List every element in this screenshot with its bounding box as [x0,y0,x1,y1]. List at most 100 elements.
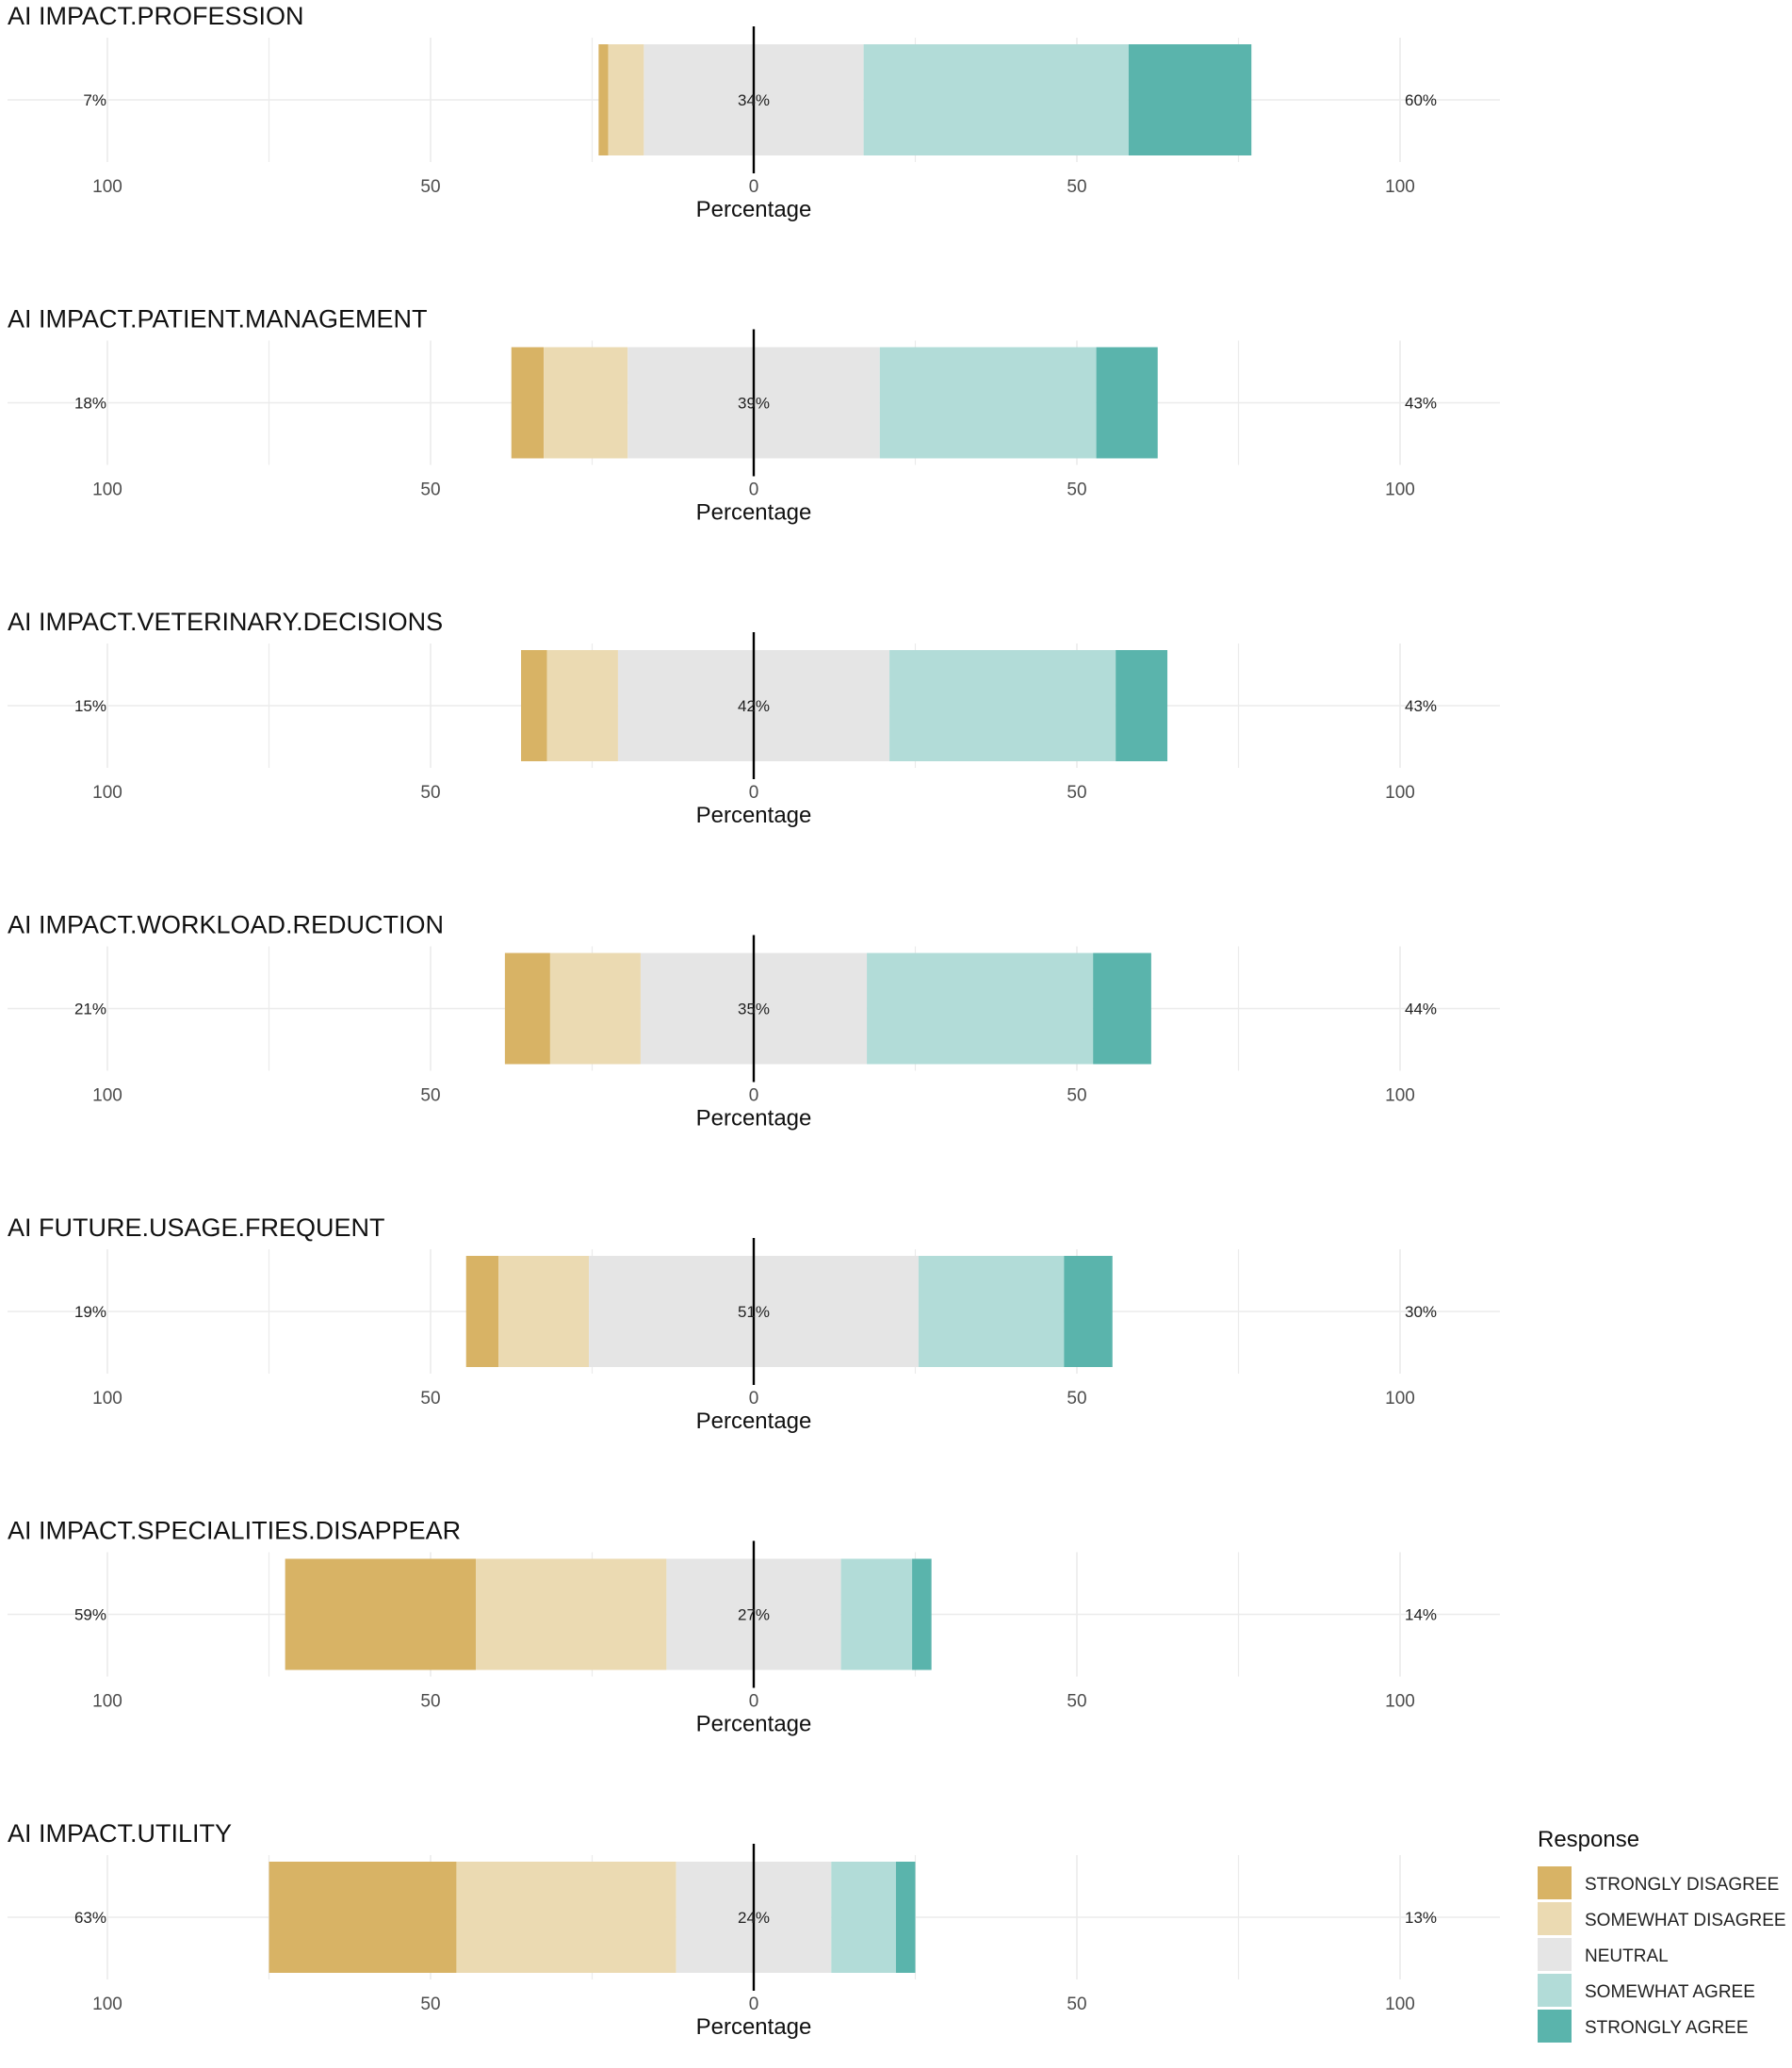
bar-strongly-disagree [285,1558,477,1670]
legend-label-somewhat-agree: SOMEWHAT AGREE [1585,1982,1755,2002]
bar-strongly-agree [1096,347,1158,459]
axis-tick-label: 50 [420,177,440,197]
x-axis-title: Percentage [696,1106,812,1132]
x-axis-title: Percentage [696,803,812,828]
left-percent-label: 59% [74,1606,106,1624]
bar-somewhat-agree [918,1256,1065,1367]
bar-somewhat-disagree [549,953,641,1065]
axis-tick-label: 0 [749,1389,759,1409]
bar-somewhat-disagree [498,1256,590,1367]
right-percent-label: 13% [1405,1909,1437,1927]
axis-tick-label: 100 [1385,177,1415,197]
legend-swatch-strongly-agree [1538,2010,1572,2043]
bar-somewhat-disagree [544,347,628,459]
center-percent-label: 39% [738,395,770,413]
center-percent-label: 35% [738,1001,770,1018]
bar-somewhat-agree [840,1558,913,1670]
axis-tick-label: 50 [420,1086,440,1106]
bar-somewhat-agree [863,44,1129,155]
right-percent-label: 30% [1405,1303,1437,1321]
bar-somewhat-agree [879,347,1097,459]
bar-strongly-agree [912,1558,932,1670]
bar-strongly-disagree [598,44,609,155]
right-percent-label: 60% [1405,91,1437,109]
axis-tick-label: 50 [420,480,440,500]
left-percent-label: 7% [83,91,106,109]
axis-tick-label: 50 [420,1995,440,2014]
center-percent-label: 27% [738,1606,770,1624]
axis-tick-label: 100 [92,1995,122,2014]
axis-tick-label: 50 [1067,480,1086,500]
axis-tick-label: 100 [1385,480,1415,500]
axis-tick-label: 100 [92,480,122,500]
legend-label-strongly-disagree: STRONGLY DISAGREE [1585,1875,1779,1895]
bar-strongly-disagree [511,347,545,459]
axis-tick-label: 100 [92,1086,122,1106]
legend-swatch-strongly-disagree [1538,1866,1572,1899]
right-percent-label: 44% [1405,1001,1437,1018]
axis-tick-label: 100 [1385,1086,1415,1106]
legend-label-strongly-agree: STRONGLY AGREE [1585,2018,1749,2038]
axis-tick-label: 50 [1067,177,1086,197]
bar-strongly-agree [1064,1256,1113,1367]
center-percent-label: 24% [738,1909,770,1927]
axis-tick-label: 0 [749,1995,759,2014]
left-percent-label: 18% [74,395,106,413]
bar-strongly-agree [1128,44,1252,155]
left-percent-label: 21% [74,1001,106,1018]
axis-tick-label: 50 [1067,1389,1086,1409]
panel-title: AI IMPACT.PROFESSION [8,2,304,30]
panel-title: AI IMPACT.WORKLOAD.REDUCTION [8,911,444,939]
legend-swatch-somewhat-disagree [1538,1902,1572,1935]
axis-tick-label: 100 [92,1692,122,1712]
right-percent-label: 14% [1405,1606,1437,1624]
bar-somewhat-agree [831,1862,896,1973]
panel-title: AI IMPACT.UTILITY [8,1819,232,1848]
legend-label-somewhat-disagree: SOMEWHAT DISAGREE [1585,1911,1786,1930]
bar-somewhat-agree [867,953,1094,1065]
bar-strongly-agree [1116,650,1168,761]
axis-tick-label: 100 [92,177,122,197]
axis-tick-label: 100 [1385,1995,1415,2014]
left-percent-label: 19% [74,1303,106,1321]
panel-title: AI FUTURE.USAGE.FREQUENT [8,1213,385,1242]
axis-tick-label: 100 [1385,1692,1415,1712]
left-percent-label: 63% [74,1909,106,1927]
axis-tick-label: 50 [1067,1086,1086,1106]
panel-title: AI IMPACT.PATIENT.MANAGEMENT [8,305,428,334]
panel-title: AI IMPACT.VETERINARY.DECISIONS [8,608,443,636]
axis-tick-label: 50 [1067,1692,1086,1712]
x-axis-title: Percentage [696,2014,812,2040]
right-percent-label: 43% [1405,697,1437,715]
x-axis-title: Percentage [696,197,812,222]
bar-strongly-disagree [269,1862,457,1973]
axis-tick-label: 100 [1385,783,1415,803]
bar-strongly-disagree [504,953,550,1065]
axis-tick-label: 0 [749,177,759,197]
bar-strongly-disagree [521,650,547,761]
axis-tick-label: 50 [420,1692,440,1712]
legend-swatch-neutral [1538,1938,1572,1971]
axis-tick-label: 50 [1067,1995,1086,2014]
left-percent-label: 15% [74,697,106,715]
legend-label-neutral: NEUTRAL [1585,1946,1669,1966]
axis-tick-label: 0 [749,1086,759,1106]
bar-strongly-disagree [465,1256,499,1367]
center-percent-label: 42% [738,697,770,715]
right-percent-label: 43% [1405,395,1437,413]
axis-tick-label: 50 [420,783,440,803]
x-axis-title: Percentage [696,500,812,526]
x-axis-title: Percentage [696,1409,812,1434]
bar-strongly-agree [895,1862,916,1973]
axis-tick-label: 0 [749,783,759,803]
center-percent-label: 34% [738,91,770,109]
axis-tick-label: 0 [749,480,759,500]
bar-somewhat-disagree [476,1558,667,1670]
axis-tick-label: 50 [420,1389,440,1409]
x-axis-title: Percentage [696,1712,812,1737]
bar-somewhat-disagree [546,650,618,761]
axis-tick-label: 100 [1385,1389,1415,1409]
axis-tick-label: 100 [92,783,122,803]
axis-tick-label: 100 [92,1389,122,1409]
